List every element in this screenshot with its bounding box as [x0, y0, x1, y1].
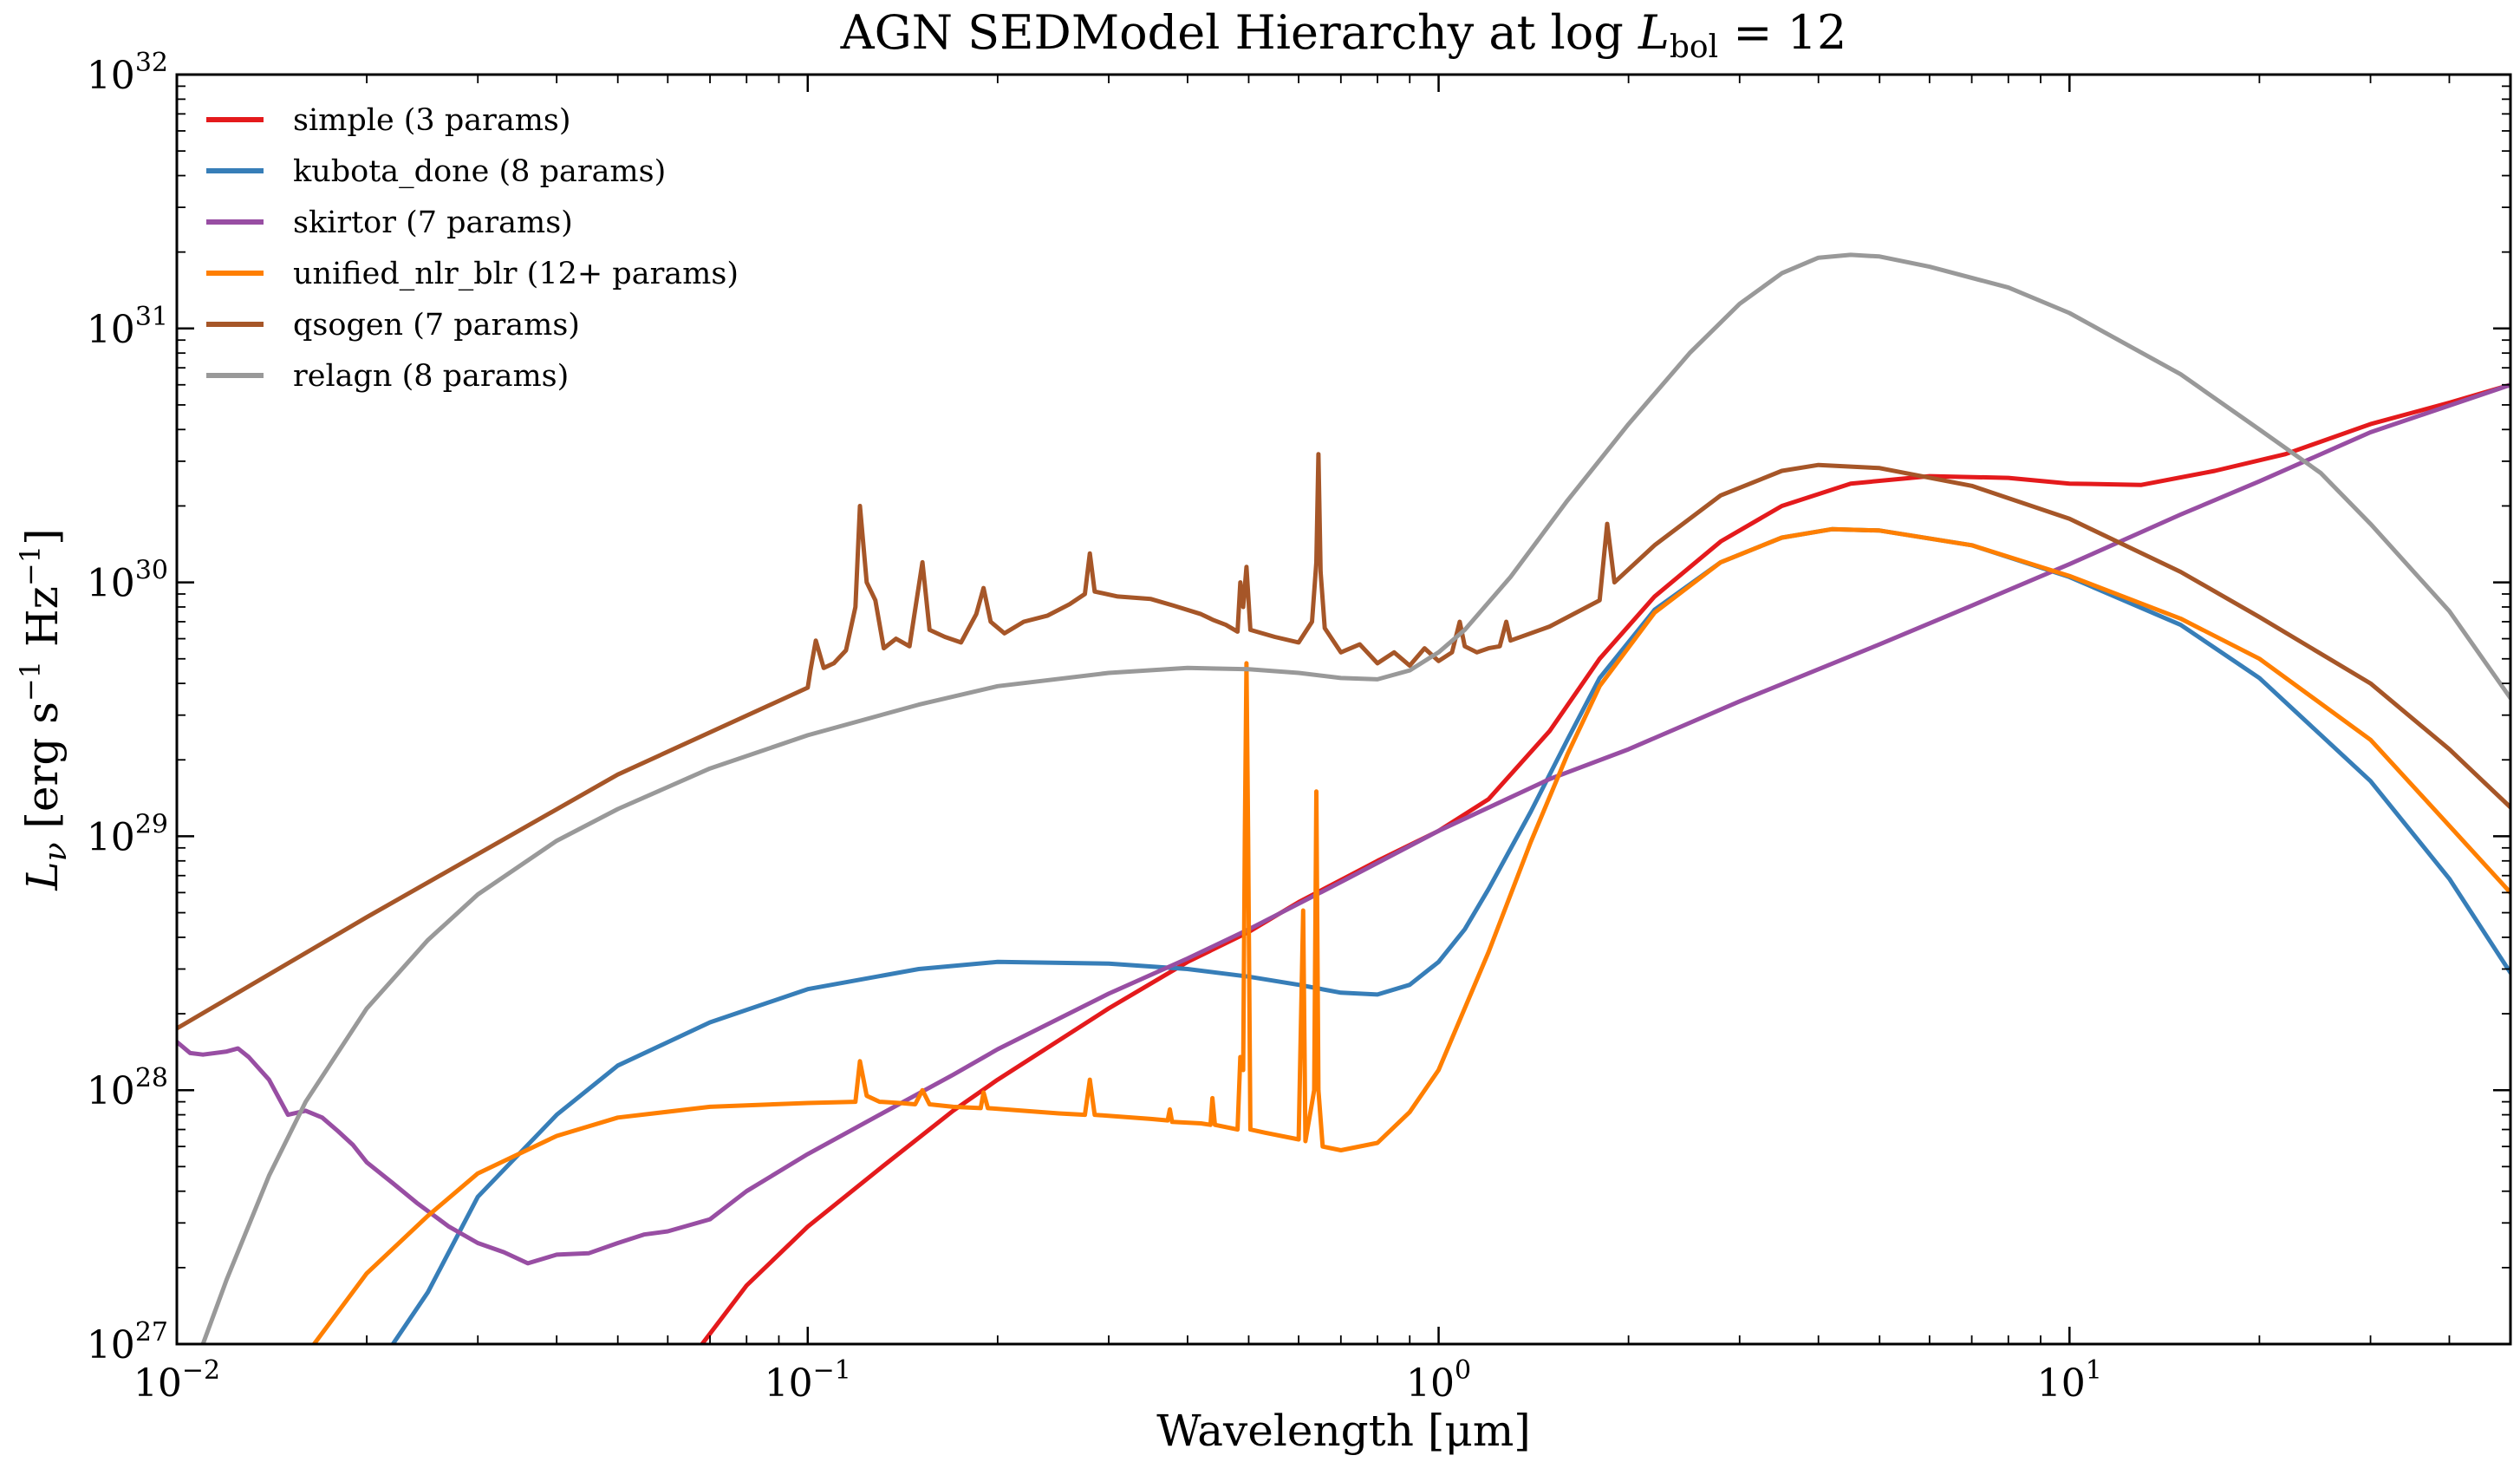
- y-axis: 1027 1028 1029 1030 1031 1032: [87, 48, 2510, 1367]
- legend-label-4: qsogen (7 params): [293, 308, 580, 343]
- series-line-4: [177, 452, 2510, 1031]
- series-line-2: [177, 382, 2510, 1266]
- legend: simple (3 params) kubota_done (8 params) s…: [206, 103, 739, 394]
- y-tick-label: 1030: [87, 556, 168, 606]
- x-tick-label: 10−2: [133, 1355, 220, 1406]
- y-axis-label: Lν [erg s−1 Hz−1]: [14, 528, 74, 891]
- y-tick-label: 1027: [87, 1317, 168, 1367]
- x-tick-label: 100: [1406, 1355, 1471, 1406]
- y-tick-label: 1029: [87, 809, 168, 859]
- series-layer: [177, 252, 2510, 1344]
- x-tick-label: 101: [2037, 1355, 2102, 1406]
- legend-label-5: relagn (8 params): [293, 359, 569, 394]
- legend-label-3: unified_nlr_blr (12+ params): [293, 257, 739, 291]
- x-tick-label: 10−1: [765, 1355, 851, 1406]
- series-line-0: [700, 382, 2510, 1344]
- y-tick-label: 1031: [87, 302, 168, 352]
- series-line-3: [311, 526, 2510, 1344]
- plot-frame: [175, 73, 2512, 1346]
- y-tick-label: 1028: [87, 1063, 168, 1113]
- y-tick-label: 1032: [87, 48, 168, 98]
- legend-label-1: kubota_done (8 params): [293, 154, 666, 189]
- legend-label-2: skirtor (7 params): [293, 206, 573, 240]
- x-axis: 10−2 10−1 100 101: [133, 75, 2511, 1406]
- legend-label-0: simple (3 params): [293, 103, 571, 138]
- series-line-5: [200, 252, 2510, 1344]
- chart-title: AGN SEDModel Hierarchy at log Lbol = 12: [840, 5, 1847, 65]
- x-axis-label: Wavelength [μm]: [1156, 1406, 1531, 1456]
